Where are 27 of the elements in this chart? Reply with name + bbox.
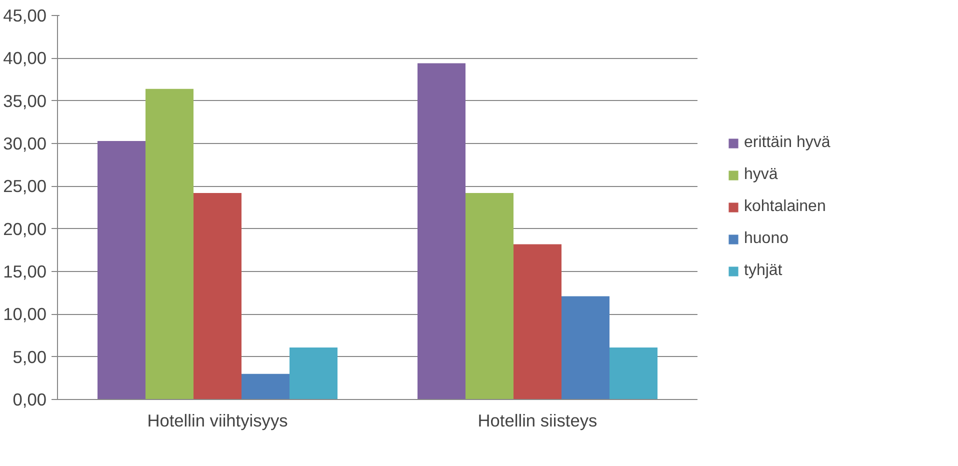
- y-tick-label: 35,00: [3, 90, 47, 111]
- bar: [146, 88, 194, 400]
- bar: [466, 192, 514, 400]
- bar: [562, 296, 610, 400]
- y-tick-label: 20,00: [3, 218, 47, 239]
- y-tick-label: 45,00: [3, 6, 47, 26]
- x-tick-label: Hotellin siisteys: [478, 410, 598, 430]
- bar: [98, 140, 146, 400]
- y-tick-label: 30,00: [3, 134, 47, 154]
- y-tick-label: 10,00: [3, 304, 47, 324]
- bar: [194, 192, 242, 400]
- y-tick-label: 5,00: [12, 346, 47, 367]
- bar: [242, 374, 290, 400]
- legend-label: hyvä: [744, 166, 778, 184]
- legend-label: kohtalainen: [744, 198, 826, 216]
- y-tick-label: 40,00: [3, 48, 47, 68]
- y-tick-label: 15,00: [3, 262, 47, 282]
- bar: [290, 347, 338, 400]
- bar: [514, 244, 562, 400]
- y-tick-label: 25,00: [3, 176, 47, 196]
- legend-label: erittäin hyvä: [744, 134, 830, 152]
- x-tick-label: Hotellin viihtyisyys: [147, 410, 288, 430]
- legend-label: tyhjät: [744, 262, 782, 280]
- legend-label: huono: [744, 230, 788, 248]
- bar: [418, 63, 466, 400]
- y-tick-label: 0,00: [12, 390, 47, 410]
- bar: [610, 347, 658, 400]
